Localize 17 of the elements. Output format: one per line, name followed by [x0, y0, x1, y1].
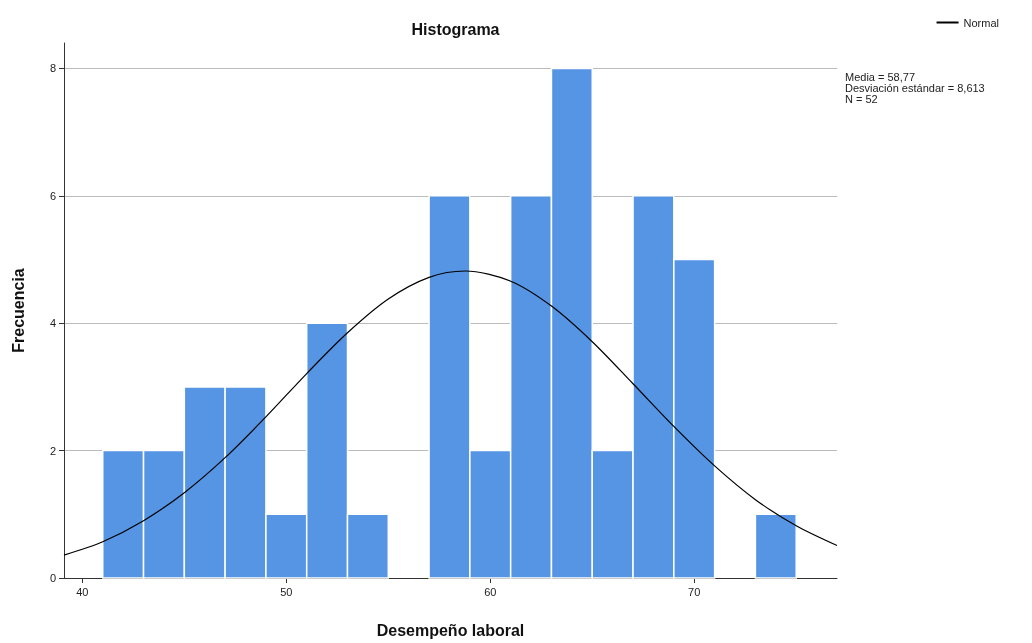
y-tick-label: 4: [49, 317, 56, 330]
text: N = 52: [845, 92, 878, 105]
y-tick-label: 2: [49, 444, 56, 457]
x-tick-label: 50: [280, 585, 293, 598]
chart-title: Histograma: [411, 20, 500, 38]
y-tick-label: 6: [49, 189, 56, 202]
line-series: [63, 270, 838, 556]
text: Desviación estándar = 8,613: [845, 81, 985, 94]
x-tick-label: 40: [76, 585, 89, 598]
x-axis-title: Desempeño laboral: [376, 621, 525, 639]
x-tick-label: 70: [688, 585, 701, 598]
y-tick-label: 8: [49, 62, 56, 75]
y-axis-title: Frecuencia: [9, 268, 27, 353]
y-tick-label: 0: [49, 572, 56, 584]
text: Media = 58,77: [845, 70, 916, 83]
x-tick-label: 60: [484, 585, 497, 598]
legend-label: Normal: [963, 16, 999, 29]
